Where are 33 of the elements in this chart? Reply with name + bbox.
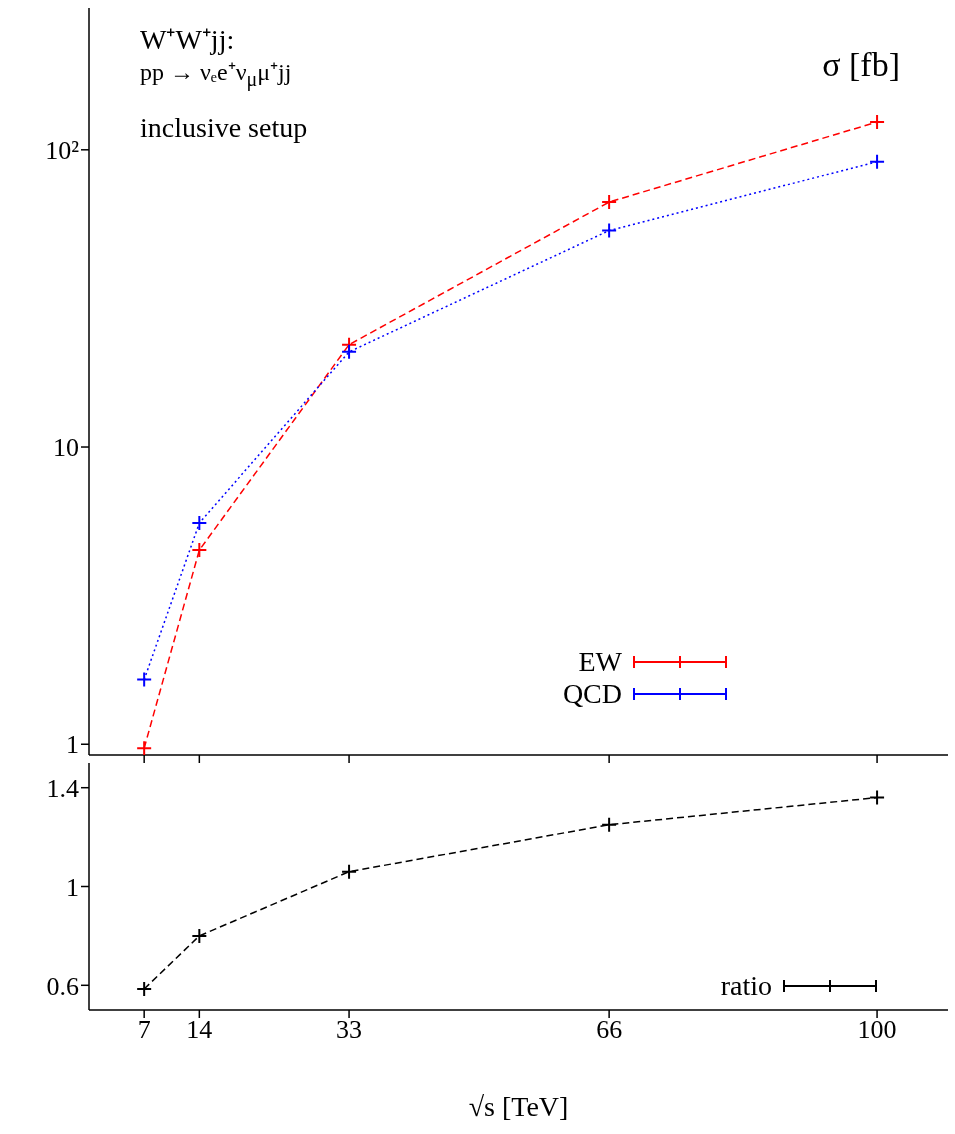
y-tick-label: 10: [53, 433, 79, 463]
y-tick-label: 0.6: [46, 971, 79, 1001]
point: [136, 740, 153, 755]
y-tick-label: 1: [66, 872, 79, 902]
point: [136, 981, 153, 998]
legend-label: QCD: [562, 678, 622, 710]
point: [869, 153, 886, 170]
legend-label: EW: [578, 646, 622, 678]
y-tick-label: 1: [66, 730, 79, 760]
point: [341, 343, 358, 360]
point: [191, 927, 208, 944]
annotation: W⁺W⁺jj:: [140, 23, 236, 57]
x-tick-label: 14: [186, 1015, 213, 1045]
point: [601, 222, 618, 239]
y-axis-title: σ [fb]: [822, 46, 900, 84]
y-tick-label: 10²: [45, 136, 80, 166]
point: [191, 542, 208, 559]
x-tick-label: 7: [137, 1015, 151, 1045]
x-axis-title: √s [TeV]: [468, 1091, 569, 1122]
point: [341, 863, 358, 880]
point: [191, 515, 208, 532]
y-tick-label: 1.4: [46, 773, 79, 803]
x-tick-label: 66: [596, 1015, 623, 1045]
point: [869, 789, 886, 806]
point: [601, 194, 618, 211]
point: [136, 671, 153, 688]
annotation: pp → νₑe⁺ν$_{μ}$μ⁺jj: [140, 58, 293, 92]
point: [869, 114, 886, 131]
point: [601, 816, 618, 833]
x-tick-label: 100: [857, 1015, 897, 1045]
annotation: inclusive setup: [140, 110, 308, 145]
x-tick-label: 33: [336, 1015, 363, 1045]
legend-label: ratio: [720, 970, 772, 1002]
